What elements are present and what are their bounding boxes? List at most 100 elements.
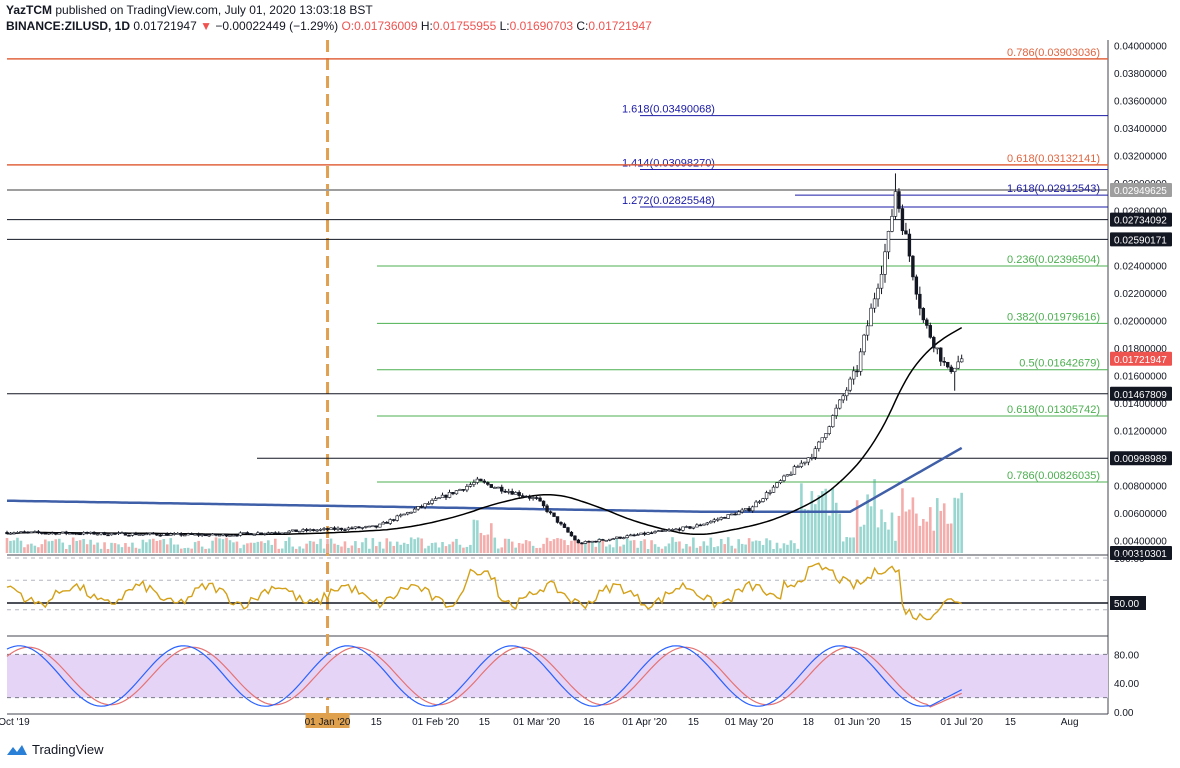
volume-bar bbox=[455, 538, 458, 553]
candle-body bbox=[61, 531, 65, 534]
price-label-text: 0.02949625 bbox=[1114, 186, 1167, 197]
volume-bar bbox=[54, 539, 58, 553]
candle-body bbox=[468, 484, 473, 487]
candle-body bbox=[207, 534, 211, 537]
price-chart[interactable]: 0.786(0.03903036) 1.618(0.03490068) 1.414(… bbox=[0, 0, 1180, 735]
volume-bar bbox=[873, 479, 876, 553]
volume-bar bbox=[190, 548, 193, 553]
candle-body bbox=[520, 495, 525, 497]
symbol-label[interactable]: BINANCE:ZILUSD, 1D bbox=[6, 19, 131, 33]
candle-body bbox=[831, 415, 835, 427]
candle-body bbox=[500, 486, 504, 492]
candle-body bbox=[221, 533, 225, 536]
close-value: 0.01721947 bbox=[588, 19, 652, 33]
candle-body bbox=[890, 216, 894, 232]
candle-body bbox=[332, 527, 337, 530]
candle-body bbox=[712, 519, 716, 522]
candle-body bbox=[813, 448, 818, 458]
candle-body bbox=[883, 251, 887, 275]
candle-body bbox=[392, 519, 396, 521]
candle-body bbox=[503, 490, 507, 493]
candle-body bbox=[939, 347, 943, 362]
candle-body bbox=[904, 230, 908, 235]
volume-bar bbox=[155, 540, 159, 553]
volume-bar bbox=[584, 541, 587, 553]
volume-bar bbox=[678, 541, 681, 553]
candle-body bbox=[395, 515, 399, 521]
volume-bar bbox=[246, 543, 249, 553]
time-tick-label: 01 Jun '20 bbox=[834, 717, 880, 728]
candle-body bbox=[26, 531, 30, 534]
volume-bar bbox=[343, 541, 347, 553]
candle-body bbox=[203, 534, 208, 537]
volume-bar bbox=[211, 540, 214, 553]
candle-body bbox=[336, 527, 340, 530]
candle-body bbox=[371, 525, 375, 528]
candle-body bbox=[343, 529, 347, 531]
candle-body bbox=[106, 534, 110, 537]
volume-bar bbox=[591, 541, 594, 553]
candle-body bbox=[775, 482, 779, 488]
candle-body bbox=[604, 539, 608, 542]
volume-bar bbox=[413, 539, 416, 553]
volume-bar bbox=[57, 538, 61, 553]
price-label-box bbox=[1110, 212, 1172, 227]
volume-bar bbox=[643, 539, 646, 553]
volume-bar bbox=[399, 544, 403, 553]
candle-body bbox=[426, 503, 431, 505]
volume-bar bbox=[712, 547, 716, 553]
candle-body bbox=[461, 489, 466, 491]
volume-bar bbox=[939, 510, 943, 553]
candle-body bbox=[956, 361, 960, 369]
volume-bar bbox=[556, 538, 559, 553]
candle-body bbox=[64, 531, 68, 534]
volume-bar bbox=[608, 544, 612, 553]
candle-body bbox=[667, 529, 671, 532]
price-tick-label: 0.00400000 bbox=[1114, 537, 1167, 548]
candle-body bbox=[231, 534, 236, 537]
candle-body bbox=[43, 532, 48, 535]
candle-body bbox=[284, 532, 288, 534]
publisher-name[interactable]: YazTCM bbox=[6, 3, 53, 17]
price-tick-label: 0.03600000 bbox=[1114, 97, 1167, 108]
volume-bar bbox=[71, 537, 75, 553]
candle-body bbox=[113, 533, 117, 535]
volume-bar bbox=[263, 542, 267, 553]
price-axis[interactable]: 0.04000000 0.03800000 0.03600000 0.03400000… bbox=[1110, 42, 1172, 719]
time-axis[interactable]: 01 Oct '19 01 Jan '20 15 01 Feb '20 15 01 Mar… bbox=[0, 713, 1079, 728]
candle-body bbox=[660, 530, 664, 532]
candle-body bbox=[507, 491, 511, 493]
candle-body bbox=[242, 532, 246, 534]
volume-bar bbox=[378, 541, 382, 553]
rsi-50-box bbox=[1110, 596, 1146, 610]
candle-body bbox=[932, 337, 936, 349]
time-tick-label: 01 Mar '20 bbox=[513, 717, 560, 728]
candle-body bbox=[357, 526, 361, 529]
price-tick-label: 0.03800000 bbox=[1114, 69, 1167, 80]
candle-body bbox=[482, 480, 487, 483]
volume-bar bbox=[890, 512, 894, 553]
candle-body bbox=[486, 482, 490, 485]
candle-body bbox=[761, 498, 765, 502]
volume-bar bbox=[406, 543, 409, 553]
candle-body bbox=[214, 533, 218, 536]
volume-bar bbox=[765, 538, 768, 553]
volume-bar bbox=[50, 540, 54, 553]
volume-bar bbox=[500, 547, 504, 553]
volume-bar bbox=[152, 538, 155, 553]
candle-body bbox=[374, 525, 379, 528]
candle-body bbox=[764, 492, 769, 499]
volume-bar bbox=[287, 537, 291, 553]
candle-body bbox=[472, 482, 476, 485]
candle-body bbox=[33, 531, 37, 533]
candle-body bbox=[601, 539, 605, 541]
volume-bar bbox=[740, 543, 744, 553]
candle-body bbox=[329, 527, 333, 530]
volume-bar bbox=[786, 544, 789, 553]
tradingview-logo[interactable]: TradingView bbox=[6, 742, 104, 757]
volume-bar bbox=[23, 547, 26, 553]
candle-body bbox=[109, 533, 114, 536]
volume-bar bbox=[165, 544, 169, 553]
fib-label: 0.786(0.00826035) bbox=[1007, 470, 1100, 482]
volume-bar bbox=[145, 542, 148, 553]
